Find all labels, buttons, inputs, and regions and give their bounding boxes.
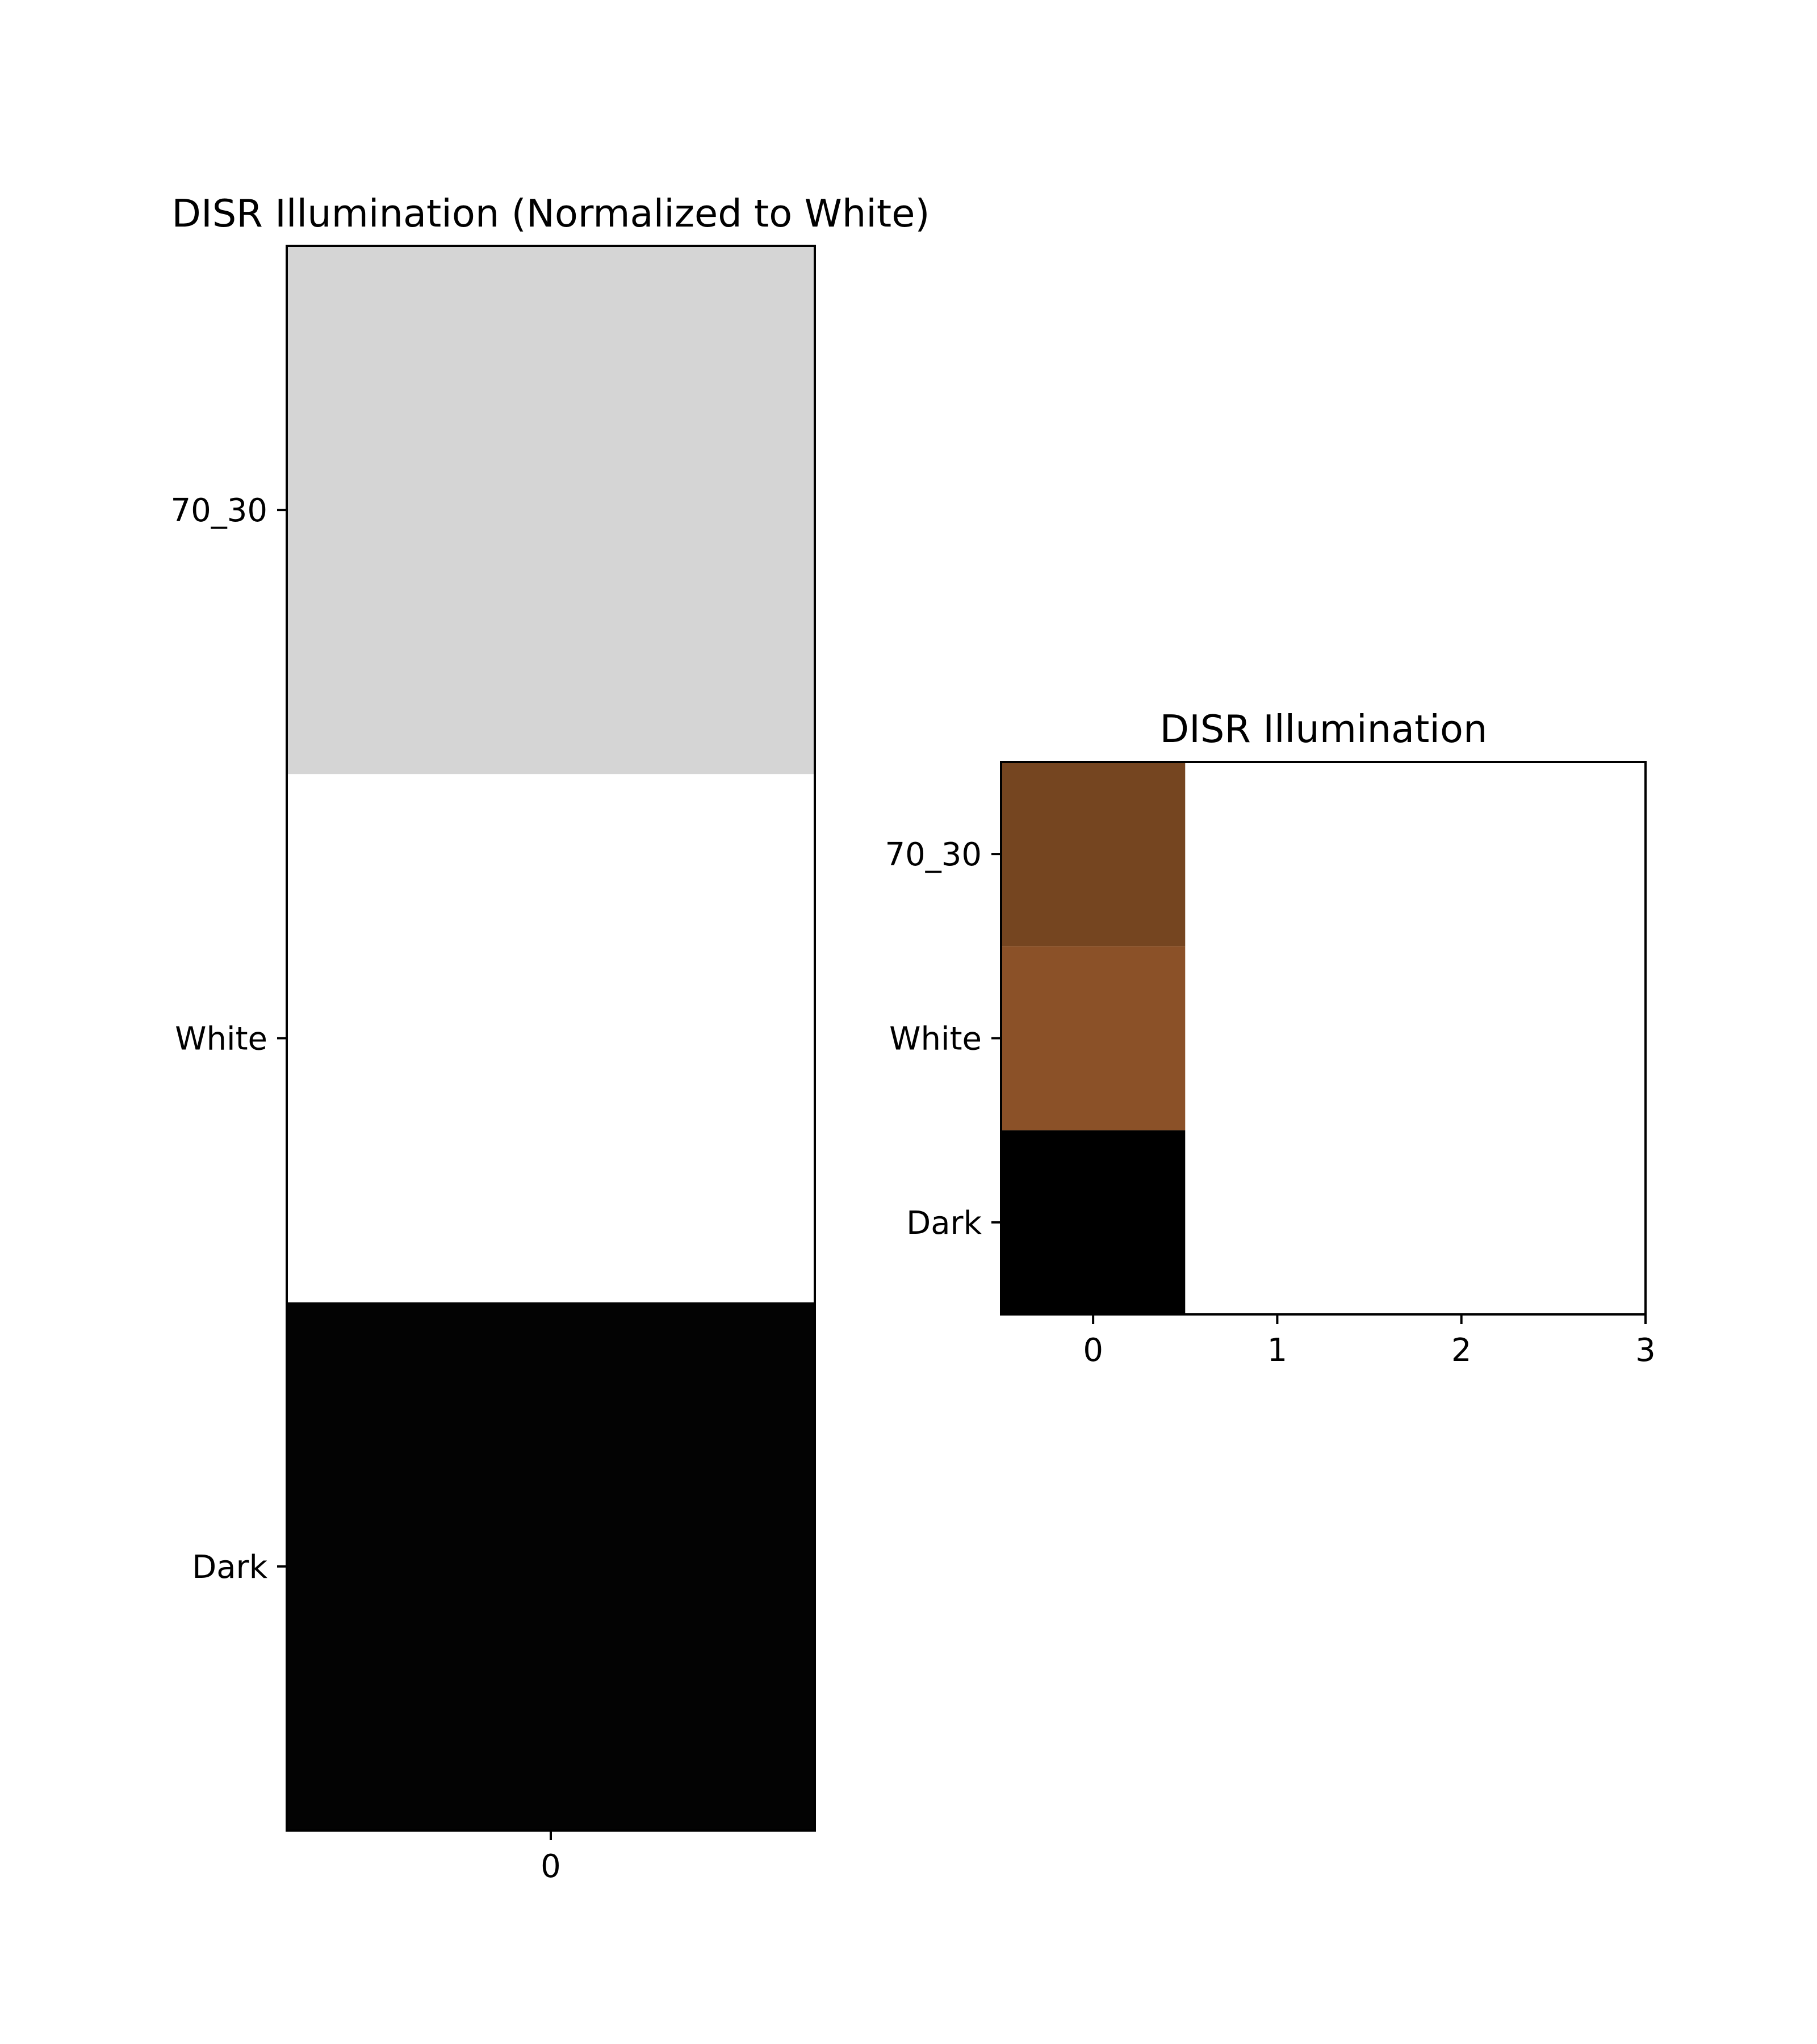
- heatmap-cell-normalized-70_30: [287, 246, 815, 774]
- chart-normalized: DISR Illumination (Normalized to White) …: [170, 191, 930, 1885]
- y-tick-label-raw-white: White: [889, 1021, 982, 1058]
- heatmap-cells-normalized: [287, 246, 815, 1831]
- x-axis-normalized: 0: [541, 1831, 561, 1885]
- y-tick-label-normalized-white: White: [175, 1021, 267, 1058]
- y-tick-label-normalized-dark: Dark: [192, 1549, 267, 1586]
- heatmap-cell-raw-white: [1001, 946, 1186, 1130]
- x-tick-label-normalized-0: 0: [541, 1848, 561, 1885]
- x-tick-label-raw-0: 0: [1083, 1332, 1103, 1369]
- x-tick-label-raw-3: 3: [1635, 1332, 1656, 1369]
- y-tick-label-raw-dark: Dark: [906, 1205, 982, 1242]
- chart-title-raw: DISR Illumination: [1160, 707, 1488, 751]
- heatmap-cell-raw-dark: [1001, 1130, 1186, 1314]
- x-axis-raw: 0 1 2 3: [1083, 1314, 1656, 1369]
- chart-raw: DISR Illumination 70_30 White Dark 0 1 2 3: [885, 707, 1655, 1369]
- y-axis-normalized: 70_30 White Dark: [170, 492, 287, 1586]
- heatmap-cells-raw: [1001, 762, 1186, 1314]
- heatmap-cell-normalized-dark: [287, 1302, 815, 1831]
- x-tick-label-raw-2: 2: [1451, 1332, 1472, 1369]
- x-tick-label-raw-1: 1: [1267, 1332, 1288, 1369]
- y-axis-raw: 70_30 White Dark: [885, 836, 1001, 1242]
- plot-frame-normalized: [286, 245, 816, 1832]
- heatmap-cell-normalized-white: [287, 774, 815, 1302]
- heatmap-cell-raw-70_30: [1001, 762, 1186, 946]
- y-tick-label-normalized-70_30: 70_30: [170, 492, 267, 529]
- plot-frame-raw: [1000, 761, 1647, 1316]
- chart-title-normalized: DISR Illumination (Normalized to White): [171, 191, 930, 236]
- y-tick-label-raw-70_30: 70_30: [885, 836, 982, 873]
